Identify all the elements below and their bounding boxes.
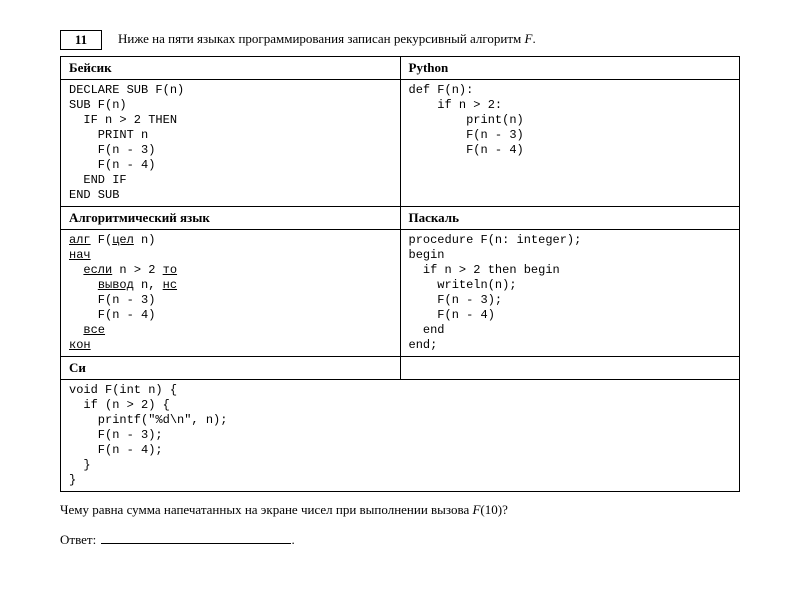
answer-row: Ответ: . [60, 532, 740, 548]
code-table: Бейсик Python DECLARE SUB F(n) SUB F(n) … [60, 56, 740, 492]
problem-number-box: 11 [60, 30, 102, 50]
code-python: def F(n): if n > 2: print(n) F(n - 3) F(… [409, 83, 732, 158]
code-pascal: procedure F(n: integer); begin if n > 2 … [409, 233, 732, 353]
cell-basic: DECLARE SUB F(n) SUB F(n) IF n > 2 THEN … [61, 80, 401, 207]
problem-intro: Ниже на пяти языках программирования зап… [118, 30, 536, 47]
header-python: Python [400, 57, 740, 80]
answer-suffix: . [291, 532, 294, 547]
cell-alg: алг F(цел n) нач если n > 2 то вывод n, … [61, 230, 401, 357]
header-pascal: Паскаль [400, 207, 740, 230]
header-c: Си [61, 357, 401, 380]
question-arg: (10)? [480, 502, 507, 517]
code-alg: алг F(цел n) нач если n > 2 то вывод n, … [69, 233, 392, 353]
code-c: void F(int n) { if (n > 2) { printf("%d\… [69, 383, 731, 488]
question-prefix: Чему равна сумма напечатанных на экране … [60, 502, 472, 517]
code-basic: DECLARE SUB F(n) SUB F(n) IF n > 2 THEN … [69, 83, 392, 203]
cell-c: void F(int n) { if (n > 2) { printf("%d\… [61, 380, 740, 492]
problem-heading-row: 11 Ниже на пяти языках программирования … [60, 30, 740, 50]
intro-prefix: Ниже на пяти языках программирования зап… [118, 31, 525, 46]
header-basic: Бейсик [61, 57, 401, 80]
cell-python: def F(n): if n > 2: print(n) F(n - 3) F(… [400, 80, 740, 207]
intro-suffix: . [532, 31, 535, 46]
page: 11 Ниже на пяти языках программирования … [0, 0, 800, 600]
cell-pascal: procedure F(n: integer); begin if n > 2 … [400, 230, 740, 357]
header-alg: Алгоритмический язык [61, 207, 401, 230]
answer-label: Ответ: [60, 532, 96, 547]
answer-blank[interactable] [101, 533, 291, 544]
question-text: Чему равна сумма напечатанных на экране … [60, 502, 740, 518]
header-empty [400, 357, 740, 380]
